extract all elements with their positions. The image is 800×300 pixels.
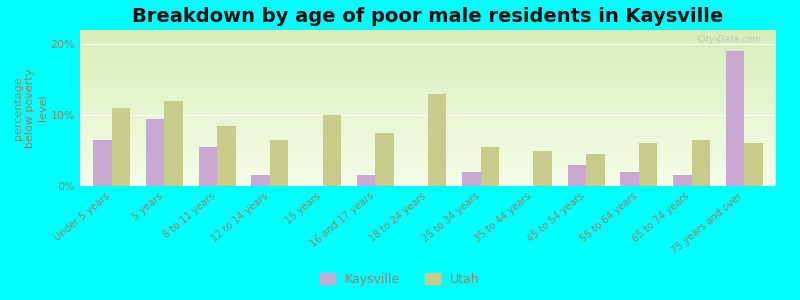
Bar <box>428 94 446 186</box>
Bar <box>322 115 341 186</box>
Bar <box>93 140 112 186</box>
Bar <box>146 118 164 186</box>
Bar <box>462 172 481 186</box>
Bar <box>568 165 586 186</box>
Legend: Kaysville, Utah: Kaysville, Utah <box>315 268 485 291</box>
Bar <box>251 176 270 186</box>
Bar <box>112 108 130 186</box>
Text: City-Data.com: City-Data.com <box>698 35 762 44</box>
Bar <box>621 172 639 186</box>
Bar <box>270 140 288 186</box>
Bar <box>744 143 763 186</box>
Bar <box>586 154 605 186</box>
Bar <box>481 147 499 186</box>
Bar <box>692 140 710 186</box>
Bar <box>357 176 375 186</box>
Title: Breakdown by age of poor male residents in Kaysville: Breakdown by age of poor male residents … <box>132 7 724 26</box>
Y-axis label: percentage
below poverty
level: percentage below poverty level <box>13 68 48 148</box>
Bar <box>198 147 217 186</box>
Bar <box>375 133 394 186</box>
Bar <box>164 101 183 186</box>
Bar <box>534 151 552 186</box>
Bar <box>726 51 744 186</box>
Bar <box>639 143 658 186</box>
Bar <box>217 126 235 186</box>
Bar <box>673 176 692 186</box>
